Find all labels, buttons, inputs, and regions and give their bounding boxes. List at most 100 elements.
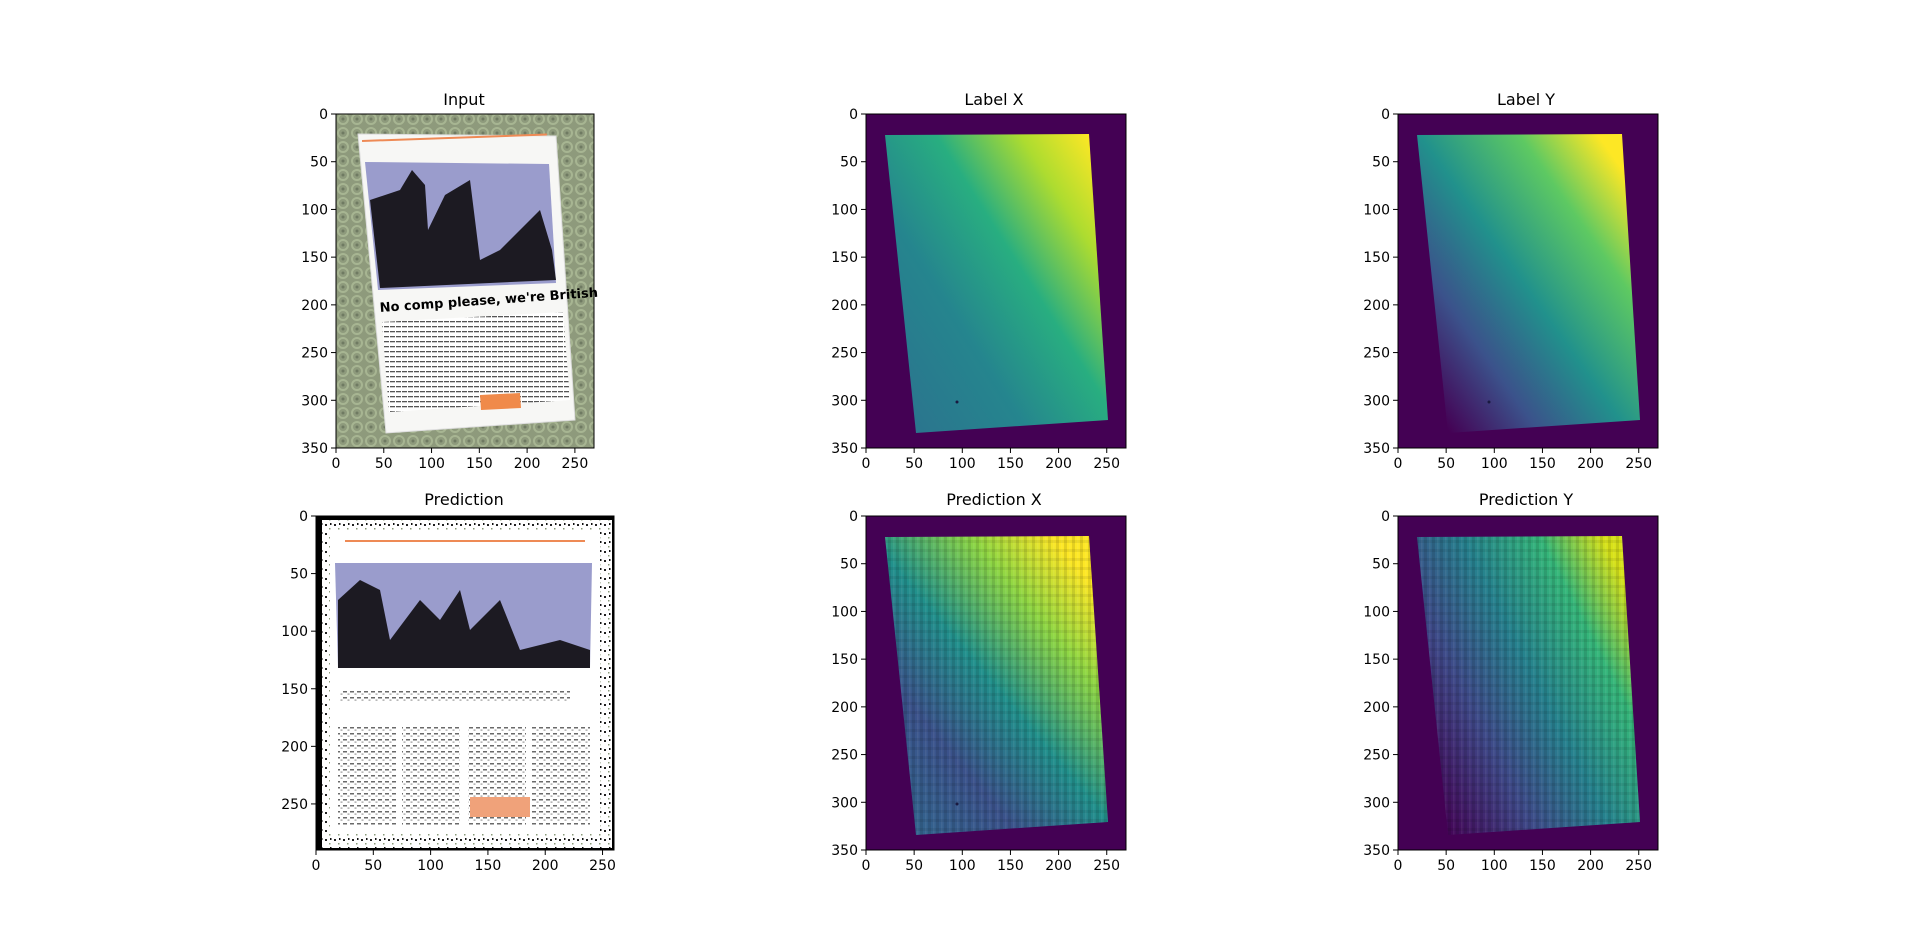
- x-tick-label: 50: [905, 456, 923, 472]
- y-tick-label: 150: [281, 682, 308, 698]
- y-axis: 0 50 100 150 200 250 300 350: [1363, 107, 1398, 457]
- x-tick-label: 250: [589, 858, 616, 874]
- heatmap-texture: [1417, 536, 1640, 835]
- y-tick-label: 250: [831, 346, 858, 362]
- panel-title: Input: [443, 90, 484, 109]
- panel-input: Input No comp please, we're British 0 50 1…: [301, 90, 598, 472]
- x-axis: 0 50 100 150 200 250: [312, 850, 616, 874]
- x-tick-label: 100: [949, 858, 976, 874]
- y-tick-label: 0: [1381, 509, 1390, 525]
- prediction-text-col-1: [338, 725, 396, 825]
- panel-prediction-y: Prediction Y 0 50 100 150 200 250 0 50 100 150 20…: [1363, 490, 1659, 874]
- y-tick-label: 100: [1363, 604, 1390, 620]
- x-tick-label: 50: [1437, 456, 1455, 472]
- x-tick-label: 100: [949, 456, 976, 472]
- x-tick-label: 250: [1093, 456, 1120, 472]
- prediction-text-col-4: [532, 725, 590, 825]
- y-tick-label: 0: [299, 509, 308, 525]
- x-tick-label: 0: [862, 858, 871, 874]
- x-tick-label: 0: [1394, 456, 1403, 472]
- heatmap-marker: [1487, 400, 1491, 404]
- x-tick-label: 0: [862, 456, 871, 472]
- heatmap-region: [885, 134, 1108, 433]
- y-tick-label: 0: [319, 107, 328, 123]
- page-orange-box: [480, 393, 521, 410]
- panel-prediction-x: Prediction X 0 50 100 150 200 250 0 50 100 150 20…: [831, 490, 1127, 874]
- x-axis: 0 50 100 150 200 250: [862, 448, 1120, 472]
- y-tick-label: 50: [1372, 155, 1390, 171]
- y-tick-label: 100: [831, 202, 858, 218]
- y-tick-label: 200: [1363, 700, 1390, 716]
- x-tick-label: 200: [1577, 456, 1604, 472]
- y-tick-label: 300: [301, 393, 328, 409]
- x-tick-label: 50: [375, 456, 393, 472]
- x-tick-label: 0: [332, 456, 341, 472]
- y-tick-label: 50: [310, 155, 328, 171]
- page-photo-silhouettes: [370, 170, 556, 288]
- prediction-headline-band: [340, 690, 570, 702]
- panel-title: Prediction X: [946, 490, 1042, 509]
- x-tick-label: 250: [1625, 456, 1652, 472]
- panel-label-x: Label X 0 50 100 150 200 250 0 50 100 150 200 250 3…: [831, 90, 1127, 472]
- x-tick-label: 100: [1481, 858, 1508, 874]
- x-tick-label: 100: [1481, 456, 1508, 472]
- y-tick-label: 100: [301, 202, 328, 218]
- y-tick-label: 0: [849, 107, 858, 123]
- x-tick-label: 200: [532, 858, 559, 874]
- y-tick-label: 250: [301, 346, 328, 362]
- panel-title: Prediction: [424, 490, 503, 509]
- prediction-orange-box: [470, 797, 530, 817]
- x-tick-label: 0: [312, 858, 321, 874]
- x-tick-label: 100: [417, 858, 444, 874]
- x-tick-label: 200: [1577, 858, 1604, 874]
- y-tick-label: 100: [281, 624, 308, 640]
- x-tick-label: 0: [1394, 858, 1403, 874]
- x-axis: 0 50 100 150 200 250: [332, 448, 588, 472]
- y-tick-label: 350: [1363, 843, 1390, 859]
- heatmap-texture: [885, 536, 1108, 835]
- x-tick-label: 200: [1045, 858, 1072, 874]
- x-tick-label: 200: [1045, 456, 1072, 472]
- y-tick-label: 300: [1363, 393, 1390, 409]
- y-tick-label: 250: [1363, 346, 1390, 362]
- y-tick-label: 150: [831, 250, 858, 266]
- panel-prediction: Prediction 0 50 100 150 200 250 0 50 100 150 200 2…: [281, 490, 616, 874]
- y-tick-label: 150: [1363, 250, 1390, 266]
- y-tick-label: 50: [290, 567, 308, 583]
- panel-title: Prediction Y: [1479, 490, 1574, 509]
- y-tick-label: 200: [301, 298, 328, 314]
- y-tick-label: 200: [281, 739, 308, 755]
- prediction-silhouettes: [338, 580, 590, 668]
- y-tick-label: 200: [831, 298, 858, 314]
- x-tick-label: 250: [1093, 858, 1120, 874]
- y-tick-label: 150: [301, 250, 328, 266]
- panel-title: Label X: [964, 90, 1023, 109]
- x-tick-label: 150: [1529, 456, 1556, 472]
- x-tick-label: 250: [1625, 858, 1652, 874]
- heatmap-region: [1417, 134, 1640, 433]
- y-tick-label: 250: [281, 797, 308, 813]
- y-axis: 0 50 100 150 200 250 300 350: [301, 107, 336, 457]
- y-tick-label: 150: [831, 652, 858, 668]
- y-tick-label: 200: [1363, 298, 1390, 314]
- x-tick-label: 50: [364, 858, 382, 874]
- y-tick-label: 250: [1363, 748, 1390, 764]
- heatmap-marker: [955, 802, 959, 806]
- y-axis: 0 50 100 150 200 250 300 350: [831, 107, 866, 457]
- x-tick-label: 50: [905, 858, 923, 874]
- y-axis: 0 50 100 150 200 250: [281, 509, 316, 813]
- x-tick-label: 150: [997, 456, 1024, 472]
- y-tick-label: 0: [849, 509, 858, 525]
- y-tick-label: 0: [1381, 107, 1390, 123]
- y-tick-label: 200: [831, 700, 858, 716]
- heatmap-marker: [955, 400, 959, 404]
- y-tick-label: 350: [301, 441, 328, 457]
- x-tick-label: 150: [466, 456, 493, 472]
- prediction-orange-rule: [345, 540, 585, 542]
- y-tick-label: 350: [831, 441, 858, 457]
- y-axis: 0 50 100 150 200 250 300 350: [1363, 509, 1398, 859]
- y-tick-label: 350: [831, 843, 858, 859]
- x-axis: 0 50 100 150 200 250: [862, 850, 1120, 874]
- y-tick-label: 100: [1363, 202, 1390, 218]
